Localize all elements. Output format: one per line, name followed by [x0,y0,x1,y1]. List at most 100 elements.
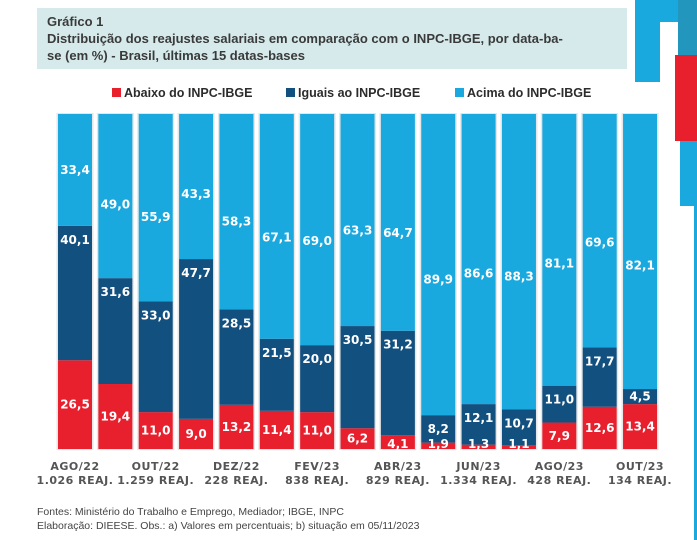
bar-segment-abaixo [380,435,415,449]
bar-label-iguais: 11,0 [545,393,575,407]
bar-segment-iguais [340,326,375,429]
bar-segment-acima [623,114,658,390]
decor-teal-block [678,0,697,57]
x-tick-label-date: DEZ/22 [213,460,260,473]
x-tick-labels-group: AGO/221.026 REAJ. OUT/221.259 REAJ. DEZ/22… [37,460,672,487]
x-tick-label-count: 1.026 REAJ. [37,474,114,487]
bar-label-acima: 49,0 [101,197,131,211]
bar-label-iguais: 21,5 [262,346,292,360]
bar-segment-acima [421,114,456,416]
legend-swatch-iguais [286,88,295,97]
x-tick-label-count: 134 REAJ. [608,474,672,487]
x-tick-label-count: 428 REAJ. [527,474,591,487]
legend-label-acima: Acima do INPC-IBGE [467,86,592,100]
bar-label-iguais: 12,1 [464,411,494,425]
bar-label-abaixo: 19,4 [101,410,131,424]
bar-segment-iguais [179,259,214,419]
bar-label-acima: 43,3 [181,187,211,201]
bar-label-iguais: 47,7 [181,266,211,280]
bar-label-acima: 88,3 [504,270,534,284]
bar-label-acima: 64,7 [383,226,413,240]
legend-item-acima: Acima do INPC-IBGE [455,86,591,100]
bar-label-abaixo: 1,3 [468,437,489,451]
bar-label-abaixo: 11,4 [262,423,292,437]
bar-labels-group: 26,5 40,1 33,4 19,4 31,6 49,0 11,0 33,0 55,9 9,0 4… [60,163,655,451]
bar-segment-abaixo [501,445,536,449]
bar-segment-iguais [582,347,617,407]
bar-segment-abaixo [98,384,133,449]
bar-label-iguais: 33,0 [141,308,171,322]
bar-label-acima: 86,6 [464,267,494,281]
bar-segment-iguais [380,330,415,436]
x-tick-label-date: OUT/23 [616,460,664,473]
bar-label-abaixo: 7,9 [549,429,570,443]
bar-label-iguais: 17,7 [585,354,615,368]
bar-label-acima: 81,1 [545,256,575,270]
bar-segment-acima [179,114,214,260]
bar-segment-acima [219,114,254,310]
bar-segment-abaixo [259,410,294,449]
bar-segment-iguais [259,338,294,411]
x-tick-label-count: 829 REAJ. [366,474,430,487]
bar-segment-abaixo [138,412,173,449]
x-tick-label-date: AGO/23 [535,460,584,473]
bar-segment-acima [380,114,415,331]
bars-group [56,113,659,450]
bar-label-iguais: 31,2 [383,338,413,352]
bar-label-acima: 58,3 [222,214,252,228]
bar-segment-iguais [623,389,658,405]
x-tick-label-date: OUT/22 [132,460,180,473]
legend-label-abaixo: Abaixo do INPC-IBGE [124,86,253,100]
bar-label-abaixo: 1,1 [508,437,529,451]
decor-blue-top-connector [660,0,678,22]
legend-swatch-acima [455,88,464,97]
x-tick-label-count: 228 REAJ. [204,474,268,487]
bar-label-acima: 33,4 [60,163,90,177]
bar-label-abaixo: 13,4 [625,420,655,434]
bar-label-abaixo: 26,5 [60,398,90,412]
bar-segment-abaixo [340,428,375,449]
bar-label-acima: 89,9 [423,273,453,287]
x-tick-label-count: 1.259 REAJ. [117,474,194,487]
footer-sources: Fontes: Ministério do Trabalho e Emprego… [37,506,344,518]
bar-label-abaixo: 12,6 [585,421,615,435]
bar-label-iguais: 40,1 [60,233,90,247]
bar-label-iguais: 20,0 [302,352,332,366]
x-tick-label-date: JUN/23 [455,460,501,473]
decor-blue-strip-lower [694,206,697,540]
bar-segment-acima [300,114,335,346]
bar-segment-iguais [542,385,577,423]
chart-title-line-2: se (em %) - Brasil, últimas 15 datas-bas… [47,48,305,63]
decor-blue-strip [680,141,697,206]
x-tick-label-date: ABR/23 [374,460,422,473]
bar-label-iguais: 10,7 [504,417,534,431]
bar-segment-iguais [219,309,254,405]
bar-segment-acima [542,114,577,386]
bar-label-acima: 69,0 [302,234,332,248]
bar-segment-acima [58,114,92,226]
bar-segment-acima [501,114,536,410]
bar-label-iguais: 31,6 [101,285,131,299]
bar-label-acima: 63,3 [343,224,373,238]
chart-title-line-1: Distribuição dos reajustes salariais em … [47,31,563,46]
bar-label-iguais: 8,2 [428,422,449,436]
x-tick-label-date: FEV/23 [294,460,340,473]
bar-segment-abaixo [461,444,496,449]
x-tick-label-count: 838 REAJ. [285,474,349,487]
bar-segment-iguais [58,225,92,361]
bar-label-acima: 67,1 [262,231,292,245]
decor-blue-top-block [635,0,660,82]
decor-white-notch [660,22,678,82]
x-tick-label-date: AGO/22 [50,460,99,473]
bar-label-abaixo: 1,9 [428,437,449,451]
bar-label-acima: 82,1 [625,258,655,272]
legend-item-abaixo: Abaixo do INPC-IBGE [112,86,252,100]
bar-label-abaixo: 6,2 [347,432,368,446]
bar-label-iguais: 4,5 [629,390,650,404]
bar-label-acima: 69,6 [585,235,615,249]
bar-segment-abaixo [300,412,335,449]
legend-swatch-abaixo [112,88,121,97]
bar-segment-iguais [300,345,335,413]
bar-label-abaixo: 9,0 [185,427,206,441]
